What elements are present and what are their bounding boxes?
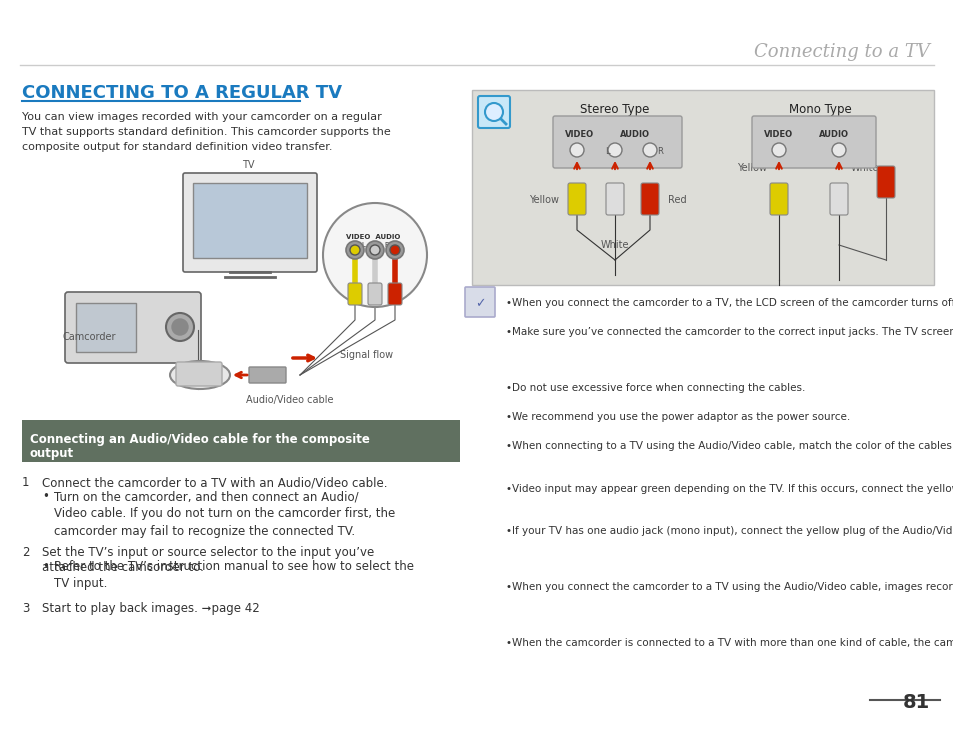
FancyBboxPatch shape (769, 183, 787, 215)
Text: We recommend you use the power adaptor as the power source.: We recommend you use the power adaptor a… (512, 412, 849, 422)
Circle shape (390, 245, 399, 255)
Text: VIDEO  AUDIO: VIDEO AUDIO (345, 234, 399, 240)
Text: Start to play back images. ➞page 42: Start to play back images. ➞page 42 (42, 602, 259, 615)
Circle shape (771, 143, 785, 157)
FancyBboxPatch shape (183, 173, 316, 272)
Circle shape (484, 103, 502, 121)
Text: •: • (505, 638, 512, 648)
Text: Make sure you’ve connected the camcorder to the correct input jacks. The TV scre: Make sure you’ve connected the camcorder… (512, 327, 953, 337)
Text: Mono Type: Mono Type (788, 103, 850, 116)
Text: White: White (850, 163, 879, 173)
Text: When you connect the camcorder to a TV using the Audio/Video cable, images recor: When you connect the camcorder to a TV u… (512, 582, 953, 592)
Text: 2: 2 (22, 546, 30, 559)
Text: Connecting to a TV: Connecting to a TV (753, 43, 929, 61)
FancyBboxPatch shape (605, 183, 623, 215)
Text: VIDEO: VIDEO (564, 130, 594, 139)
Text: If your TV has one audio jack (mono input), connect the yellow plug of the Audio: If your TV has one audio jack (mono inpu… (512, 526, 953, 536)
FancyBboxPatch shape (175, 362, 222, 386)
Text: Stereo Type: Stereo Type (579, 103, 649, 116)
Text: TV: TV (241, 160, 254, 170)
FancyBboxPatch shape (22, 420, 459, 462)
FancyBboxPatch shape (249, 367, 286, 383)
Text: •: • (505, 412, 512, 422)
Text: AUDIO: AUDIO (818, 130, 848, 139)
Circle shape (642, 143, 657, 157)
Text: When connecting to a TV using the Audio/Video cable, match the color of the cabl: When connecting to a TV using the Audio/… (512, 441, 953, 451)
Text: VIDEO: VIDEO (763, 130, 792, 139)
Text: Do not use excessive force when connecting the cables.: Do not use excessive force when connecti… (512, 383, 804, 393)
Text: L: L (604, 147, 609, 156)
Text: •: • (505, 526, 512, 536)
Ellipse shape (170, 361, 230, 389)
FancyBboxPatch shape (76, 303, 136, 352)
Text: ✓: ✓ (475, 298, 485, 310)
Text: Camcorder: Camcorder (63, 332, 116, 342)
Text: Signal flow: Signal flow (339, 350, 393, 360)
FancyBboxPatch shape (388, 283, 401, 305)
Text: Red: Red (667, 195, 686, 205)
Circle shape (386, 241, 403, 259)
Text: output: output (30, 447, 74, 460)
FancyBboxPatch shape (472, 90, 933, 285)
FancyBboxPatch shape (348, 283, 361, 305)
FancyBboxPatch shape (368, 283, 381, 305)
Text: •: • (505, 441, 512, 451)
Text: •: • (42, 560, 49, 573)
Circle shape (366, 241, 384, 259)
Text: R: R (384, 242, 389, 248)
Text: Audio/Video cable: Audio/Video cable (246, 395, 334, 405)
Circle shape (323, 203, 427, 307)
Text: •: • (505, 327, 512, 337)
FancyBboxPatch shape (876, 166, 894, 198)
Circle shape (350, 245, 359, 255)
Text: Yellow: Yellow (737, 163, 766, 173)
Text: •: • (42, 490, 49, 503)
Text: Turn on the camcorder, and then connect an Audio/
Video cable. If you do not tur: Turn on the camcorder, and then connect … (54, 490, 395, 538)
Text: CONNECTING TO A REGULAR TV: CONNECTING TO A REGULAR TV (22, 84, 341, 102)
Text: •: • (505, 483, 512, 493)
FancyBboxPatch shape (567, 183, 585, 215)
FancyBboxPatch shape (65, 292, 201, 363)
Text: Yellow: Yellow (529, 195, 558, 205)
Circle shape (346, 241, 364, 259)
Text: 1: 1 (22, 476, 30, 489)
Circle shape (569, 143, 583, 157)
Text: When the camcorder is connected to a TV with more than one kind of cable, the ca: When the camcorder is connected to a TV … (512, 638, 953, 648)
Circle shape (166, 313, 193, 341)
Text: Connect the camcorder to a TV with an Audio/Video cable.: Connect the camcorder to a TV with an Au… (42, 476, 387, 489)
FancyBboxPatch shape (640, 183, 659, 215)
Text: White: White (600, 240, 629, 250)
Text: AUDIO: AUDIO (619, 130, 649, 139)
FancyBboxPatch shape (193, 183, 307, 258)
Text: Set the TV’s input or source selector to the input you’ve
attached the camcorder: Set the TV’s input or source selector to… (42, 546, 374, 574)
FancyBboxPatch shape (553, 116, 681, 168)
Text: Video input may appear green depending on the TV. If this occurs, connect the ye: Video input may appear green depending o… (512, 483, 953, 493)
Text: 81: 81 (902, 693, 929, 712)
Circle shape (831, 143, 845, 157)
Text: Connecting an Audio/Video cable for the composite: Connecting an Audio/Video cable for the … (30, 433, 370, 446)
Text: •: • (505, 383, 512, 393)
Text: •: • (505, 298, 512, 308)
Circle shape (172, 319, 188, 335)
Text: •: • (505, 582, 512, 592)
Text: 3: 3 (22, 602, 30, 615)
Text: You can view images recorded with your camcorder on a regular
TV that supports s: You can view images recorded with your c… (22, 112, 391, 152)
Circle shape (607, 143, 621, 157)
Text: Refer to the TV’s instruction manual to see how to select the
TV input.: Refer to the TV’s instruction manual to … (54, 560, 414, 591)
FancyBboxPatch shape (829, 183, 847, 215)
FancyBboxPatch shape (477, 96, 510, 128)
Text: When you connect the camcorder to a TV, the LCD screen of the camcorder turns of: When you connect the camcorder to a TV, … (512, 298, 953, 308)
FancyBboxPatch shape (464, 287, 495, 317)
FancyBboxPatch shape (751, 116, 875, 168)
Text: L: L (360, 242, 365, 248)
Circle shape (370, 245, 379, 255)
Text: R: R (657, 147, 662, 156)
